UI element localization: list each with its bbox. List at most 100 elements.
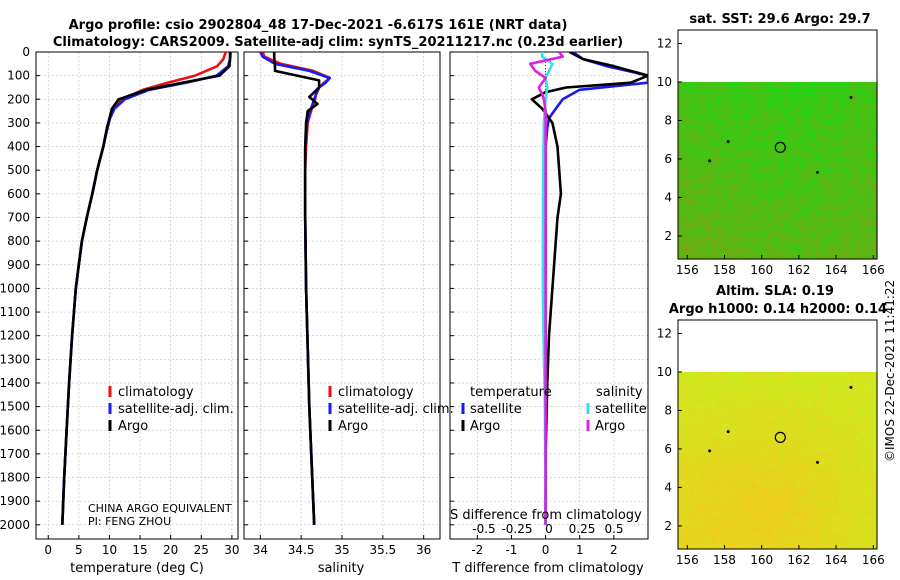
heatmap-cell <box>854 232 862 239</box>
heatmap-cell <box>694 92 701 99</box>
heatmap-cell <box>689 81 696 88</box>
heatmap-cell <box>766 543 773 550</box>
heatmap-cell <box>749 87 756 94</box>
heatmap-cell <box>678 189 685 196</box>
heatmap-cell <box>827 167 834 174</box>
heatmap-cell <box>821 151 828 158</box>
salinity-xtick-label: 35 <box>334 543 349 557</box>
heatmap-cell <box>700 242 707 249</box>
heatmap-cell <box>860 146 867 153</box>
heatmap-cell <box>788 393 795 400</box>
heatmap-cell <box>865 436 873 443</box>
heatmap-cell <box>716 436 723 443</box>
heatmap-cell <box>722 522 729 529</box>
heatmap-cell <box>827 248 834 255</box>
heatmap-cell <box>777 495 784 502</box>
heatmap-cell <box>843 436 850 443</box>
heatmap-cell <box>694 242 701 249</box>
heatmap-cell <box>816 157 823 164</box>
heatmap-cell <box>755 232 762 239</box>
heatmap-cell <box>799 162 806 169</box>
heatmap-cell <box>716 430 723 437</box>
heatmap-cell <box>871 393 878 400</box>
heatmap-cell <box>689 237 696 244</box>
heatmap-cell <box>794 130 801 137</box>
heatmap-cell <box>799 98 806 105</box>
heatmap-cell <box>838 162 845 169</box>
heatmap-cell <box>838 151 845 158</box>
heatmap-cell <box>860 511 867 518</box>
heatmap-cell <box>827 377 834 384</box>
sla_map-ytick-label: 10 <box>657 365 672 379</box>
heatmap-cell <box>799 495 806 502</box>
heatmap-cell <box>705 242 712 249</box>
heatmap-cell <box>777 388 784 395</box>
heatmap-cell <box>744 178 751 185</box>
heatmap-cell <box>777 527 784 534</box>
heatmap-cell <box>760 178 768 185</box>
heatmap-cell <box>799 463 806 470</box>
heatmap-cell <box>738 532 745 539</box>
heatmap-cell <box>788 420 795 427</box>
heatmap-cell <box>821 388 828 395</box>
heatmap-cell <box>843 221 850 228</box>
heatmap-cell <box>788 479 795 486</box>
heatmap-cell <box>689 489 696 496</box>
heatmap-cell <box>816 199 823 206</box>
heatmap-cell <box>749 162 756 169</box>
heatmap-cell <box>777 103 784 110</box>
heatmap-cell <box>744 135 751 142</box>
heatmap-cell <box>722 425 729 432</box>
heatmap-cell <box>755 409 762 416</box>
heatmap-cell <box>783 135 790 142</box>
heatmap-cell <box>678 221 685 228</box>
heatmap-cell <box>733 473 740 480</box>
heatmap-cell <box>749 516 756 523</box>
heatmap-cell <box>738 157 745 164</box>
heatmap-cell <box>766 420 773 427</box>
heatmap-cell <box>689 409 696 416</box>
heatmap-cell <box>716 157 723 164</box>
heatmap-cell <box>722 452 729 459</box>
heatmap-cell <box>777 167 784 174</box>
heatmap-cell <box>727 538 734 545</box>
heatmap-cell <box>722 506 729 513</box>
heatmap-cell <box>700 543 707 550</box>
heatmap-cell <box>805 146 812 153</box>
heatmap-cell <box>738 414 745 421</box>
heatmap-cell <box>711 393 718 400</box>
heatmap-cell <box>838 489 845 496</box>
heatmap-cell <box>722 377 729 384</box>
heatmap-cell <box>843 226 850 233</box>
heatmap-cell <box>727 436 734 443</box>
heatmap-cell <box>694 114 701 121</box>
heatmap-cell <box>694 108 701 115</box>
heatmap-cell <box>760 452 768 459</box>
heatmap-cell <box>860 173 867 180</box>
heatmap-cell <box>683 371 690 378</box>
heatmap-cell <box>749 404 756 411</box>
heatmap-cell <box>816 516 823 523</box>
heatmap-cell <box>678 210 685 217</box>
heatmap-cell <box>678 543 685 550</box>
heatmap-cell <box>788 468 795 475</box>
heatmap-cell <box>738 103 745 110</box>
heatmap-cell <box>871 430 878 437</box>
heatmap-cell <box>683 527 690 534</box>
heatmap-cell <box>711 382 718 389</box>
heatmap-cell <box>794 484 801 491</box>
heatmap-cell <box>705 151 712 158</box>
heatmap-cell <box>860 430 867 437</box>
heatmap-cell <box>694 468 701 475</box>
heatmap-cell <box>733 425 740 432</box>
heatmap-cell <box>865 371 873 378</box>
heatmap-cell <box>865 253 873 260</box>
heatmap-cell <box>705 205 712 212</box>
heatmap-cell <box>865 388 873 395</box>
heatmap-cell <box>838 167 845 174</box>
heatmap-cell <box>749 441 756 448</box>
heatmap-cell <box>749 473 756 480</box>
heatmap-cell <box>810 81 817 88</box>
heatmap-cell <box>777 242 784 249</box>
